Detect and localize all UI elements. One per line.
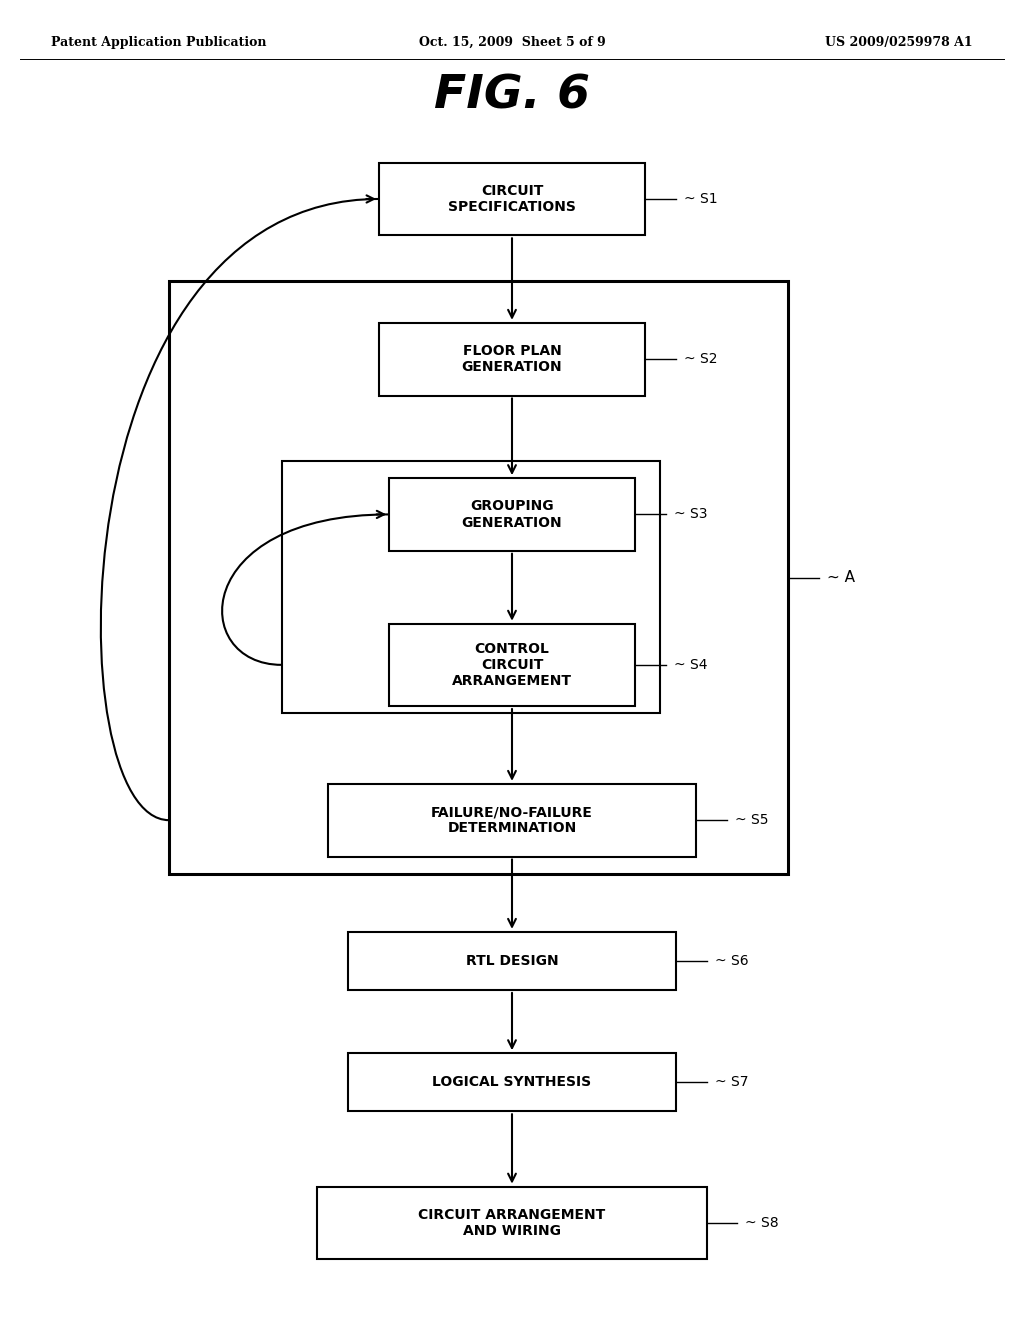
Text: CIRCUIT
SPECIFICATIONS: CIRCUIT SPECIFICATIONS xyxy=(449,183,575,214)
Text: ~ S8: ~ S8 xyxy=(745,1216,779,1230)
FancyBboxPatch shape xyxy=(282,461,660,713)
Text: CIRCUIT ARRANGEMENT
AND WIRING: CIRCUIT ARRANGEMENT AND WIRING xyxy=(419,1208,605,1238)
Text: ~ S7: ~ S7 xyxy=(715,1076,749,1089)
FancyBboxPatch shape xyxy=(379,162,645,235)
Text: LOGICAL SYNTHESIS: LOGICAL SYNTHESIS xyxy=(432,1076,592,1089)
FancyBboxPatch shape xyxy=(379,322,645,396)
Text: ~ S4: ~ S4 xyxy=(674,657,708,672)
FancyBboxPatch shape xyxy=(317,1187,707,1259)
Text: FLOOR PLAN
GENERATION: FLOOR PLAN GENERATION xyxy=(462,345,562,374)
Text: RTL DESIGN: RTL DESIGN xyxy=(466,954,558,968)
FancyBboxPatch shape xyxy=(169,281,788,874)
FancyBboxPatch shape xyxy=(348,932,676,990)
Text: CONTROL
CIRCUIT
ARRANGEMENT: CONTROL CIRCUIT ARRANGEMENT xyxy=(452,642,572,688)
Text: US 2009/0259978 A1: US 2009/0259978 A1 xyxy=(825,36,973,49)
Text: Patent Application Publication: Patent Application Publication xyxy=(51,36,266,49)
FancyBboxPatch shape xyxy=(389,623,635,706)
FancyBboxPatch shape xyxy=(348,1053,676,1111)
FancyBboxPatch shape xyxy=(389,478,635,550)
Text: ~ S5: ~ S5 xyxy=(735,813,769,828)
Text: ~ S6: ~ S6 xyxy=(715,954,749,968)
Text: FIG. 6: FIG. 6 xyxy=(434,74,590,119)
Text: ~ S1: ~ S1 xyxy=(684,191,718,206)
FancyBboxPatch shape xyxy=(328,784,696,857)
Text: ~ S3: ~ S3 xyxy=(674,507,708,521)
Text: GROUPING
GENERATION: GROUPING GENERATION xyxy=(462,499,562,529)
Text: Oct. 15, 2009  Sheet 5 of 9: Oct. 15, 2009 Sheet 5 of 9 xyxy=(419,36,605,49)
Text: FAILURE/NO-FAILURE
DETERMINATION: FAILURE/NO-FAILURE DETERMINATION xyxy=(431,805,593,836)
Text: ~ A: ~ A xyxy=(827,570,855,585)
Text: ~ S2: ~ S2 xyxy=(684,352,718,366)
